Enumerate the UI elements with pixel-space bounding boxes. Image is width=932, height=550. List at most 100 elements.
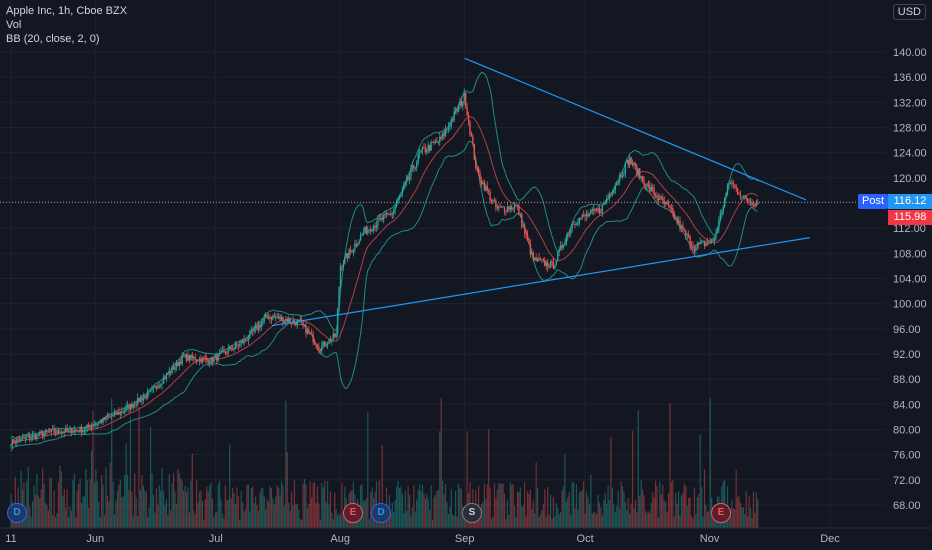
candle-body xyxy=(162,378,165,384)
candle-body xyxy=(198,358,201,361)
volume-bar xyxy=(187,487,189,528)
volume-bar xyxy=(690,516,693,528)
candle-body xyxy=(480,180,483,184)
candle-body xyxy=(378,218,381,220)
volume-bar xyxy=(492,516,494,528)
candle-body xyxy=(568,232,570,234)
candle-body xyxy=(208,362,211,364)
volume-bar xyxy=(242,502,244,528)
volume-bar xyxy=(125,443,127,528)
dividend-marker[interactable]: D xyxy=(7,503,27,523)
candle-body xyxy=(116,412,119,415)
candle-body xyxy=(77,430,80,432)
candle-body xyxy=(561,245,563,248)
candle-body xyxy=(26,437,28,438)
volume-bar xyxy=(542,504,544,528)
candle-body xyxy=(400,193,402,196)
volume-bar xyxy=(688,497,690,528)
volume-bar xyxy=(659,481,661,528)
volume-bar xyxy=(229,444,231,528)
volume-bar xyxy=(457,483,460,528)
candle-body xyxy=(180,361,182,364)
earnings-marker[interactable]: E xyxy=(711,503,731,523)
volume-bar xyxy=(116,491,119,528)
candlesticks xyxy=(10,88,759,450)
volume-bar xyxy=(452,514,454,528)
candle-body xyxy=(462,101,464,106)
volume-bar xyxy=(321,483,323,528)
volume-indicator-label[interactable]: Vol xyxy=(6,19,22,31)
volume-bar xyxy=(447,514,449,528)
symbol-title[interactable]: Apple Inc, 1h, Cboe BZX xyxy=(6,5,128,17)
split-marker[interactable]: S xyxy=(462,503,482,523)
volume-bar xyxy=(78,483,80,528)
candle-body xyxy=(405,177,408,183)
volume-bar xyxy=(171,483,173,528)
candle-body xyxy=(59,432,61,434)
volume-bar xyxy=(757,499,759,528)
volume-bar xyxy=(647,511,649,528)
price-tick-label: 88.00 xyxy=(893,374,921,386)
candle-body xyxy=(571,224,573,229)
candle-body xyxy=(439,137,441,143)
candle-body xyxy=(672,208,674,214)
volume-bar xyxy=(293,480,296,528)
candle-body xyxy=(295,321,297,325)
volume-bar xyxy=(86,480,88,528)
volume-bar xyxy=(204,499,206,528)
volume-bar xyxy=(630,503,632,528)
candle-body xyxy=(633,162,635,166)
volume-bar xyxy=(486,484,488,528)
candle-body xyxy=(377,218,379,226)
volume-bar xyxy=(96,481,98,528)
volume-bar xyxy=(362,500,365,528)
candle-body xyxy=(79,427,81,432)
candle-body xyxy=(50,429,52,432)
volume-bar xyxy=(124,475,126,528)
candle-body xyxy=(332,333,334,339)
volume-bar xyxy=(102,484,104,528)
candle-body xyxy=(732,182,734,185)
candle-body xyxy=(144,395,146,398)
candle-body xyxy=(564,243,566,246)
currency-button[interactable]: USD xyxy=(892,4,926,20)
candle-body xyxy=(217,353,219,361)
earnings-marker[interactable]: E xyxy=(343,503,363,523)
volume-bar xyxy=(417,490,419,528)
candle-body xyxy=(129,403,132,410)
volume-bar xyxy=(696,496,698,528)
candle-body xyxy=(141,398,143,401)
volume-bar xyxy=(122,496,124,528)
candle-body xyxy=(154,386,156,388)
volume-bar xyxy=(31,501,34,528)
bollinger-indicator-label[interactable]: BB (20, close, 2, 0) xyxy=(6,33,100,45)
candle-body xyxy=(287,318,290,323)
candle-body xyxy=(470,133,473,137)
candle-body xyxy=(47,431,50,433)
candle-body xyxy=(246,340,248,342)
volume-bar xyxy=(283,506,285,528)
volume-bar xyxy=(672,480,674,528)
post-market-price-label: 116.12 xyxy=(888,194,932,209)
candle-body xyxy=(669,205,671,208)
candle-body xyxy=(585,214,588,217)
candle-body xyxy=(702,241,704,243)
volume-bar xyxy=(318,503,320,528)
candle-body xyxy=(14,442,17,444)
volume-bar xyxy=(244,508,247,528)
bb-lower-band xyxy=(10,140,758,452)
volume-bar xyxy=(436,491,438,528)
price-tick-label: 108.00 xyxy=(893,248,927,260)
volume-bar xyxy=(227,500,229,528)
candle-body xyxy=(403,184,405,190)
time-tick-label: Jul xyxy=(209,533,223,545)
dividend-marker[interactable]: D xyxy=(371,503,391,523)
candle-body xyxy=(475,159,477,169)
volume-bar xyxy=(239,519,241,528)
candle-body xyxy=(369,229,372,232)
volume-bar xyxy=(395,486,398,528)
candle-body xyxy=(513,205,516,210)
candle-body xyxy=(735,185,737,189)
volume-bar xyxy=(460,488,462,528)
